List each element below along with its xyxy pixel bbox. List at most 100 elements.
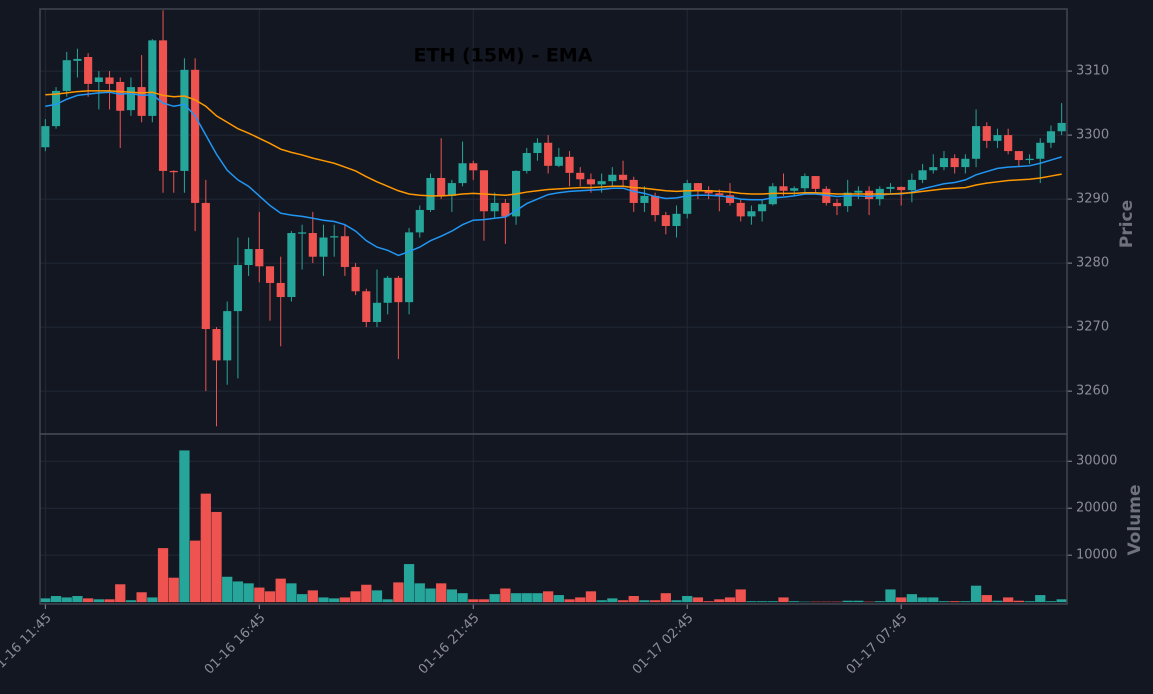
candle-body xyxy=(415,209,424,233)
volume-bar xyxy=(756,601,768,603)
volume-bar xyxy=(778,597,789,603)
candle-body xyxy=(897,186,906,191)
volume-bar xyxy=(885,589,896,603)
volume-bar xyxy=(874,601,885,603)
candle-body xyxy=(298,232,307,234)
volume-bar xyxy=(104,599,115,603)
volume-axis-label: Volume xyxy=(1125,484,1145,555)
candle-body xyxy=(287,233,296,298)
candle-body xyxy=(939,158,949,168)
candle-body xyxy=(533,142,542,154)
candle-body xyxy=(148,40,157,116)
candle-body xyxy=(554,156,563,166)
volume-bar xyxy=(596,600,607,603)
candle-body xyxy=(854,190,863,193)
volume-bar xyxy=(917,597,928,603)
candle-body xyxy=(244,249,253,266)
candle-body xyxy=(608,174,617,182)
volume-bar xyxy=(928,597,939,603)
candle-body xyxy=(137,87,146,116)
volume-bar xyxy=(157,548,169,603)
volume-bar xyxy=(789,601,800,603)
candle-body xyxy=(116,81,125,111)
candle-body xyxy=(929,167,938,171)
candle-body xyxy=(158,40,168,171)
candle-body xyxy=(383,277,392,303)
volume-bar xyxy=(222,576,233,603)
candle-body xyxy=(597,181,606,185)
candle-body xyxy=(458,163,467,184)
y-tick-label: 3270 xyxy=(1076,320,1109,335)
volume-bar xyxy=(264,591,276,603)
candle-body xyxy=(501,202,510,217)
volume-bar xyxy=(436,583,447,603)
y-tick-label: 3300 xyxy=(1076,128,1109,143)
volume-bar xyxy=(350,591,361,603)
volume-bar xyxy=(532,593,543,603)
y-tick-label: 3290 xyxy=(1076,192,1109,207)
volume-bar xyxy=(425,588,436,603)
candle-body xyxy=(1036,142,1045,159)
candle-body xyxy=(351,266,360,292)
chart-title: ETH (15M) - EMA xyxy=(414,45,593,67)
volume-bar xyxy=(660,593,671,603)
candle-body xyxy=(276,282,285,298)
volume-bar xyxy=(553,595,564,603)
volume-bar xyxy=(510,593,522,603)
volume-bar xyxy=(575,597,586,603)
candle-body xyxy=(469,163,478,171)
volume-bar xyxy=(318,597,329,603)
y-tick-label: 3310 xyxy=(1076,64,1109,79)
y-tick-label: 3260 xyxy=(1076,384,1109,399)
volume-bar xyxy=(671,600,682,603)
candle-body xyxy=(640,195,649,203)
candle-body xyxy=(51,90,61,127)
volume-bar xyxy=(243,583,254,603)
candle-body xyxy=(1004,135,1013,152)
candle-body xyxy=(886,186,895,189)
candle-body xyxy=(736,202,745,217)
candle-body xyxy=(426,177,435,210)
y-tick-label: 20000 xyxy=(1076,501,1117,516)
candle-body xyxy=(982,126,991,141)
volume-bar xyxy=(72,596,83,603)
volume-bar xyxy=(1045,601,1057,603)
candle-body xyxy=(1025,158,1034,161)
volume-bar xyxy=(617,600,629,603)
volume-bar xyxy=(1013,600,1024,603)
candle-body xyxy=(62,60,71,91)
candle-body xyxy=(565,156,574,173)
candle-body xyxy=(372,302,382,322)
volume-bar xyxy=(521,593,532,603)
volume-bar xyxy=(628,596,639,603)
volume-bar xyxy=(468,599,479,603)
candle-body xyxy=(1057,122,1066,132)
candle-body xyxy=(255,249,264,267)
candle-body xyxy=(725,195,735,203)
candle-body xyxy=(832,202,842,207)
price-axis-label: Price xyxy=(1117,200,1137,248)
candle-body xyxy=(715,193,724,196)
volume-bar xyxy=(703,601,714,603)
volume-bar xyxy=(992,600,1003,603)
candle-body xyxy=(843,192,852,207)
volume-bar xyxy=(981,595,992,603)
volume-bar xyxy=(147,597,158,603)
volume-bar xyxy=(50,596,62,603)
candle-body xyxy=(201,202,210,330)
volume-bar xyxy=(189,540,201,603)
volume-bar xyxy=(254,587,265,603)
volume-bar xyxy=(585,591,597,603)
candle-body xyxy=(522,153,531,171)
volume-bar xyxy=(382,599,393,603)
volume-bar xyxy=(746,601,757,603)
volume-bar xyxy=(960,601,971,603)
volume-bar xyxy=(489,594,500,603)
volume-bar xyxy=(211,511,222,603)
volume-bar xyxy=(361,584,372,603)
candle-body xyxy=(961,158,970,168)
volume-bar xyxy=(1056,599,1067,603)
volume-bar xyxy=(1003,597,1014,603)
volume-bar xyxy=(543,591,554,603)
